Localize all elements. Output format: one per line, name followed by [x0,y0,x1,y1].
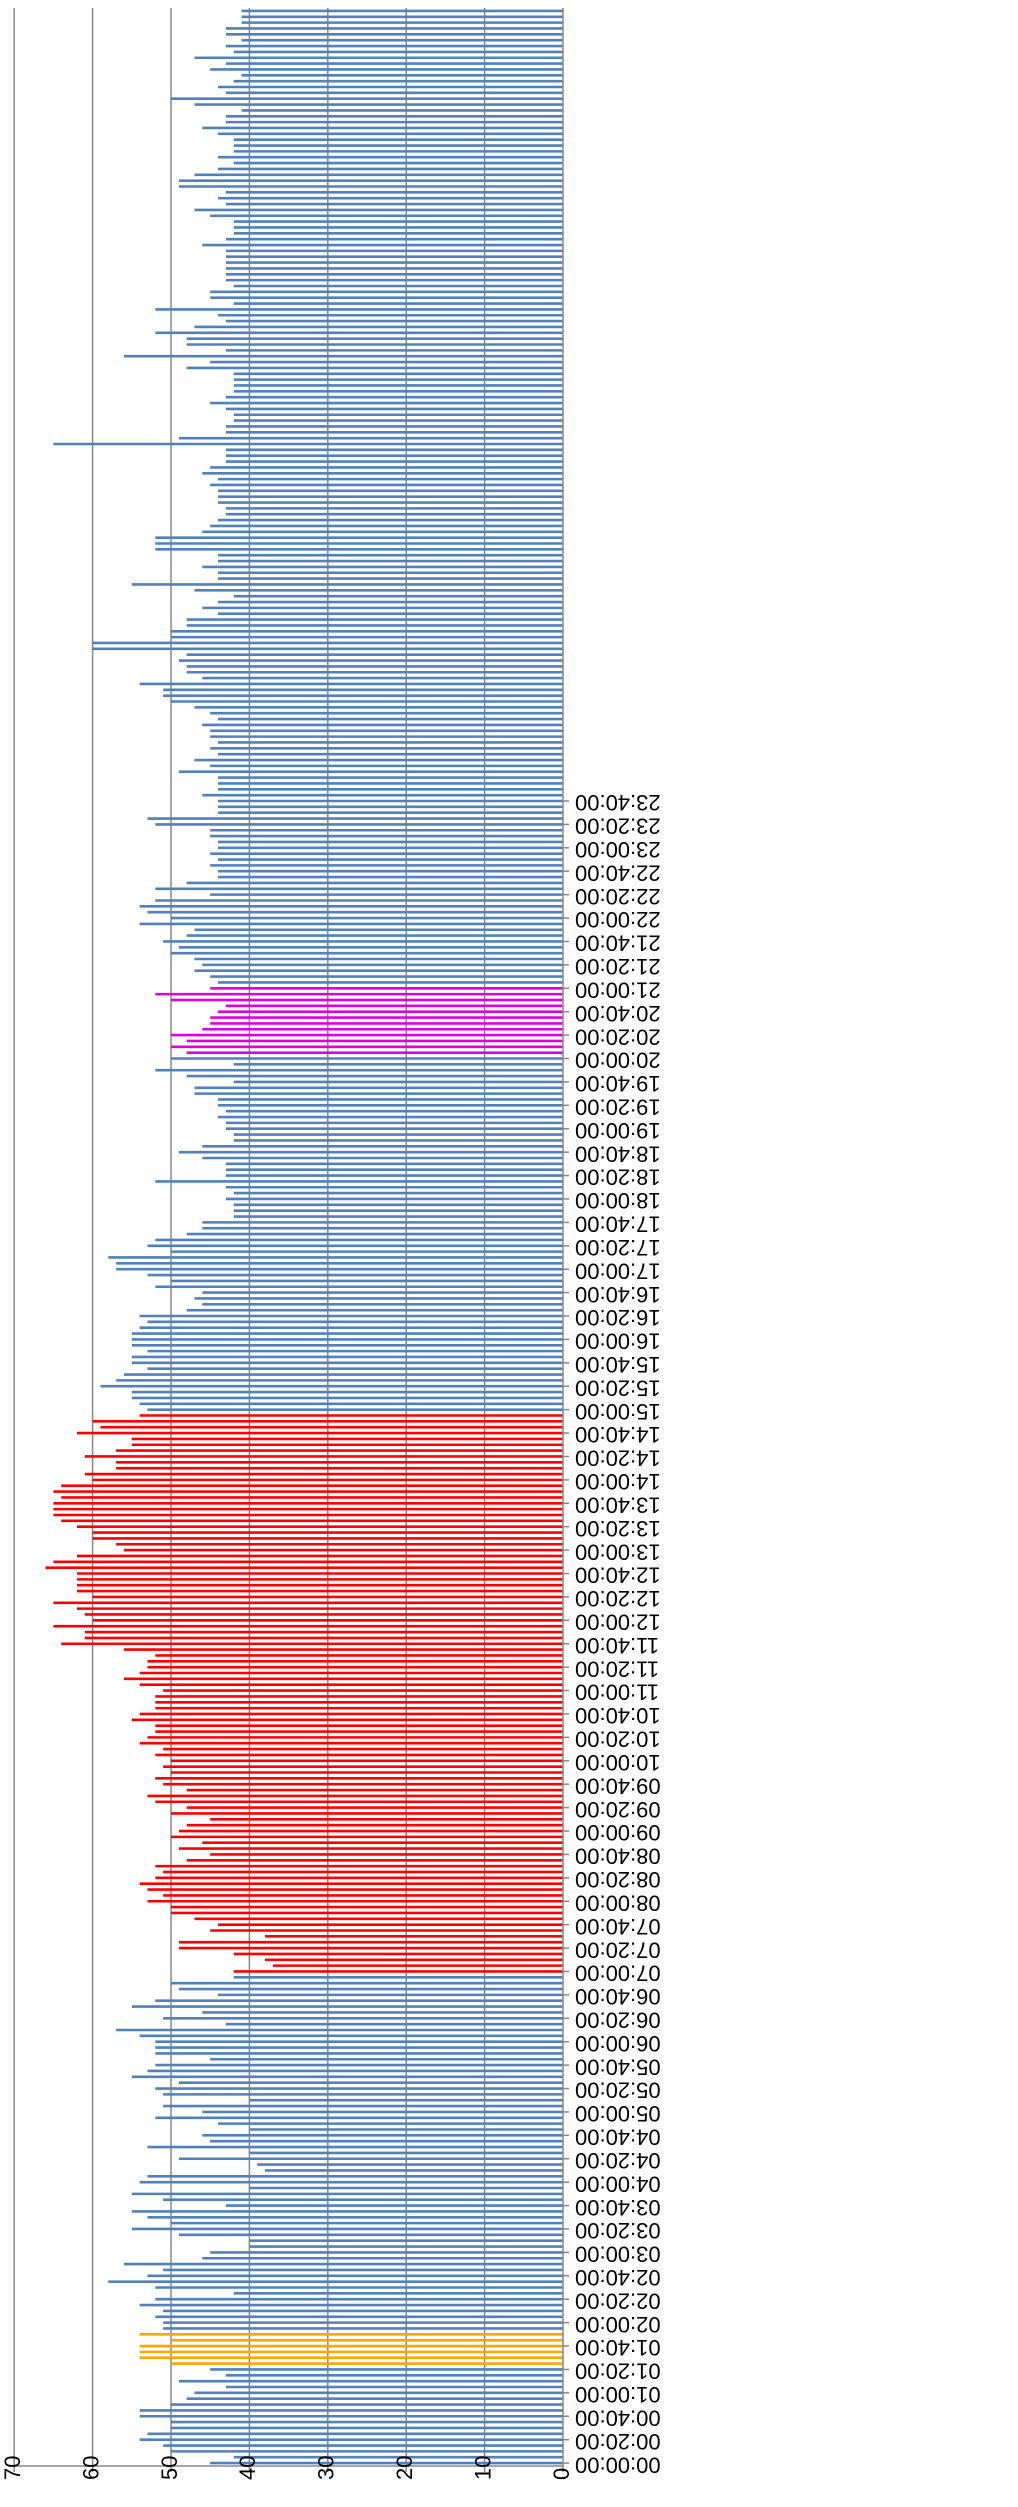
value-tick-label: 40 [235,2456,260,2480]
category-tick-label: 03:00:00 [575,2242,661,2267]
category-tick-label: 18:20:00 [575,1165,661,1190]
category-tick-label: 00:20:00 [575,2429,661,2454]
category-tick-label: 09:00:00 [575,1820,661,1845]
category-tick-label: 18:40:00 [575,1141,661,1166]
category-tick-label: 05:20:00 [575,2078,661,2103]
category-tick-label: 01:00:00 [575,2382,661,2407]
category-tick-label: 15:00:00 [575,1399,661,1424]
category-tick-label: 12:40:00 [575,1563,661,1588]
category-tick-label: 06:40:00 [575,1984,661,2009]
category-tick-label: 11:40:00 [575,1633,659,1658]
value-tick-label: 70 [0,2456,25,2480]
category-tick-label: 01:20:00 [575,2359,661,2384]
category-tick-label: 12:00:00 [575,1610,661,1635]
category-tick-label: 23:00:00 [575,837,661,862]
category-tick-label: 07:40:00 [575,1914,661,1939]
category-tick-label: 00:40:00 [575,2405,661,2430]
category-tick-label: 04:00:00 [575,2171,661,2196]
category-tick-label: 15:20:00 [575,1375,661,1400]
category-tick-label: 06:00:00 [575,2031,661,2056]
category-tick-label: 14:40:00 [575,1422,661,1447]
category-tick-label: 03:40:00 [575,2195,661,2220]
category-tick-label: 08:40:00 [575,1844,661,1869]
category-tick-label: 17:20:00 [575,1235,661,1260]
category-tick-label: 22:20:00 [575,884,661,909]
category-tick-label: 22:00:00 [575,907,661,932]
category-tick-label: 10:40:00 [575,1703,661,1728]
bars [45,9,563,2465]
category-tick-label: 19:00:00 [575,1118,661,1143]
category-tick-label: 15:40:00 [575,1352,661,1377]
value-tick-label: 50 [157,2456,182,2480]
category-tick-label: 16:20:00 [575,1305,661,1330]
value-tick-label: 10 [470,2456,495,2480]
category-tick-label: 01:40:00 [575,2335,661,2360]
category-tick-label: 11:00:00 [575,1680,659,1705]
category-tick-label: 07:20:00 [575,1937,661,1962]
category-tick-label: 18:00:00 [575,1188,661,1213]
category-tick-label: 21:40:00 [575,931,661,956]
category-tick-label: 07:00:00 [575,1961,661,1986]
category-tick-label: 02:20:00 [575,2288,661,2313]
category-axis-ticks: 00:00:0000:20:0000:40:0001:00:0001:20:00… [563,790,661,2477]
category-tick-label: 02:40:00 [575,2265,661,2290]
category-tick-label: 08:20:00 [575,1867,661,1892]
category-tick-label: 04:20:00 [575,2148,661,2173]
value-tick-label: 60 [78,2456,103,2480]
category-tick-label: 10:20:00 [575,1727,661,1752]
category-tick-label: 20:40:00 [575,1001,661,1026]
value-tick-label: 0 [549,2468,574,2480]
category-tick-label: 17:40:00 [575,1212,661,1237]
category-tick-label: 06:20:00 [575,2007,661,2032]
category-tick-label: 17:00:00 [575,1258,661,1283]
category-tick-label: 12:20:00 [575,1586,661,1611]
category-tick-label: 20:20:00 [575,1024,661,1049]
category-tick-label: 20:00:00 [575,1048,661,1073]
category-tick-label: 09:40:00 [575,1773,661,1798]
category-tick-label: 22:40:00 [575,860,661,885]
category-tick-label: 16:00:00 [575,1329,661,1354]
axes [14,8,564,2467]
category-tick-label: 13:40:00 [575,1492,661,1517]
category-tick-label: 03:20:00 [575,2218,661,2243]
category-tick-label: 19:40:00 [575,1071,661,1096]
category-tick-label: 13:20:00 [575,1516,661,1541]
category-tick-label: 21:00:00 [575,977,661,1002]
category-tick-label: 14:00:00 [575,1469,661,1494]
category-tick-label: 04:40:00 [575,2125,661,2150]
value-axis-ticks: 0 10 20 30 40 50 60 70 [0,2456,574,2480]
value-tick-label: 30 [314,2456,339,2480]
category-tick-label: 19:20:00 [575,1095,661,1120]
category-tick-label: 02:00:00 [575,2312,661,2337]
category-tick-label: 05:40:00 [575,2054,661,2079]
category-tick-label: 14:20:00 [575,1446,661,1471]
category-tick-label: 11:20:00 [575,1656,659,1681]
category-tick-label: 00:00:00 [575,2452,661,2477]
category-tick-label: 16:40:00 [575,1282,661,1307]
category-tick-label: 09:20:00 [575,1797,661,1822]
category-tick-label: 05:00:00 [575,2101,661,2126]
category-tick-label: 10:00:00 [575,1750,661,1775]
category-tick-label: 08:00:00 [575,1890,661,1915]
gridlines [13,8,486,2466]
category-tick-label: 21:20:00 [575,954,661,979]
category-tick-label: 13:00:00 [575,1539,661,1564]
category-tick-label: 23:20:00 [575,814,661,839]
value-tick-label: 20 [392,2456,417,2480]
category-tick-label: 23:40:00 [575,790,661,815]
